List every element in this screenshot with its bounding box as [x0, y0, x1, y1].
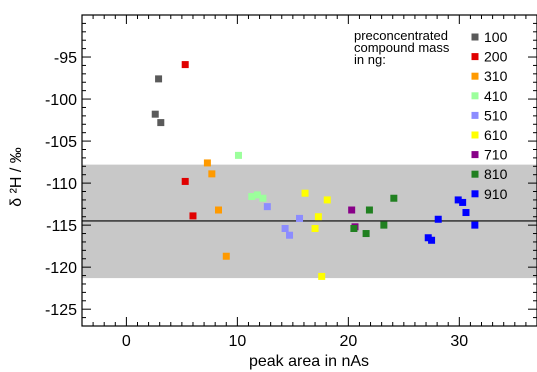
y-tick-label: -105 — [45, 134, 77, 151]
data-point-610 — [318, 272, 326, 280]
data-point-410 — [234, 151, 242, 159]
data-point-200 — [181, 61, 189, 69]
data-point-810 — [365, 206, 373, 214]
legend-label-510: 510 — [484, 107, 508, 123]
legend-label-310: 310 — [484, 68, 508, 84]
x-axis-title: peak area in nAs — [249, 353, 369, 370]
data-point-610 — [323, 196, 331, 204]
data-point-910 — [434, 215, 442, 223]
data-point-410 — [253, 191, 261, 199]
y-tick-label: -125 — [45, 302, 77, 319]
legend-swatch-810 — [471, 170, 479, 178]
data-point-200 — [189, 212, 197, 220]
legend-label-810: 810 — [484, 166, 508, 182]
y-tick-label: -95 — [54, 50, 77, 67]
data-point-510 — [296, 214, 304, 222]
legend-swatch-100 — [471, 33, 479, 41]
data-point-710 — [348, 206, 356, 214]
data-point-310 — [208, 170, 216, 178]
data-point-410 — [259, 194, 267, 202]
x-tick-label: 0 — [122, 333, 131, 350]
x-tick-label: 10 — [228, 333, 246, 350]
data-point-100 — [157, 119, 165, 127]
data-point-810 — [380, 221, 388, 229]
data-point-510 — [286, 231, 294, 239]
data-point-310 — [222, 252, 230, 260]
data-point-910 — [462, 209, 470, 217]
data-point-810 — [390, 194, 398, 202]
legend-title-line: in ng: — [354, 52, 386, 67]
data-point-310 — [203, 159, 211, 167]
data-point-410 — [248, 193, 256, 201]
legend-swatch-710 — [471, 151, 479, 159]
legend-swatch-310 — [471, 72, 479, 80]
legend-label-910: 910 — [484, 186, 508, 202]
y-axis-title: δ ²H / ‰ — [8, 147, 25, 207]
x-tick-label: 20 — [339, 333, 357, 350]
data-point-510 — [281, 224, 289, 232]
data-point-100 — [151, 110, 159, 118]
data-point-910 — [459, 198, 467, 206]
data-point-610 — [311, 224, 319, 232]
y-tick-label: -115 — [46, 218, 77, 235]
legend-swatch-510 — [471, 111, 479, 119]
y-tick-label: -100 — [45, 92, 77, 109]
data-point-910 — [454, 196, 462, 204]
data-point-810 — [362, 230, 370, 238]
data-point-200 — [181, 177, 189, 185]
x-tick-label: 30 — [450, 333, 468, 350]
legend-title-line: preconcentrated — [354, 28, 448, 43]
data-point-610 — [301, 189, 309, 197]
legend-label-200: 200 — [484, 49, 508, 65]
plot-frame — [81, 14, 537, 327]
data-point-100 — [155, 75, 163, 83]
legend-swatch-610 — [471, 131, 479, 139]
data-point-810 — [350, 224, 358, 232]
data-point-310 — [215, 206, 222, 214]
legend-title-line: compound mass — [354, 40, 450, 55]
data-point-910 — [471, 221, 479, 229]
legend-swatch-200 — [471, 53, 479, 61]
legend-label-100: 100 — [484, 29, 508, 45]
y-tick-label: -110 — [46, 176, 77, 193]
y-tick-label: -120 — [45, 260, 77, 277]
data-point-910 — [428, 236, 436, 244]
data-point-610 — [314, 213, 322, 221]
legend-label-410: 410 — [484, 88, 508, 104]
data-point-510 — [263, 203, 271, 211]
legend-swatch-410 — [471, 92, 479, 100]
legend-label-610: 610 — [484, 127, 508, 143]
legend-label-710: 710 — [484, 147, 508, 163]
legend-swatch-910 — [471, 190, 479, 198]
